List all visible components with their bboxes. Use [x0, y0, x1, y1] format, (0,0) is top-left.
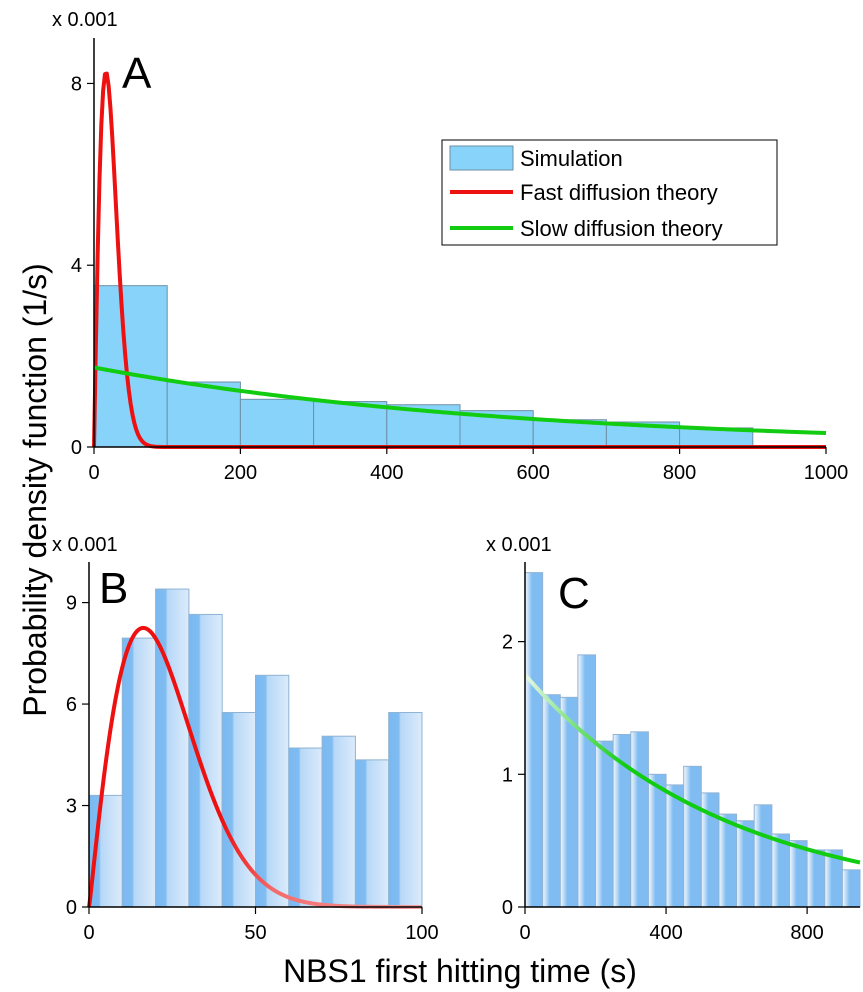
x-tick-label: 400	[649, 922, 682, 944]
slow-diffusion-curve	[93, 365, 827, 436]
histogram-bar	[524, 572, 544, 908]
panel-c-curves	[523, 673, 862, 865]
histogram-bar	[166, 381, 241, 448]
panel-a-bars	[93, 285, 754, 448]
x-axis-title: NBS1 first hitting time (s)	[283, 953, 637, 989]
histogram-bar	[736, 820, 755, 908]
y-tick-label: 6	[66, 694, 77, 716]
histogram-bar	[155, 588, 190, 908]
x-tick-label: 400	[370, 462, 403, 484]
y-tick-label: 0	[71, 437, 82, 459]
legend-label-simulation: Simulation	[520, 146, 623, 171]
legend-label-slow: Slow diffusion theory	[520, 216, 723, 241]
histogram-bar	[542, 694, 561, 908]
histogram-bar	[93, 285, 168, 448]
histogram-bar	[841, 869, 861, 908]
panel-b: x 0.001 B 0 50 100 0 3 6 9	[52, 534, 439, 944]
panel-b-letter: B	[99, 564, 128, 613]
panel-a-multiplier: x 0.001	[52, 9, 118, 31]
panel-c-multiplier: x 0.001	[486, 534, 552, 556]
histogram-bar	[647, 773, 667, 908]
panel-a-axes: 0 200 400 600 800 1000 0 4 8	[71, 38, 848, 484]
panel-a: x 0.001 A 0 200 400 600 800 1000 0 4 8 Simulatio…	[52, 9, 848, 484]
histogram-bar	[354, 759, 390, 908]
histogram-bar	[665, 784, 685, 908]
histogram-bar	[595, 740, 614, 908]
histogram-bar	[188, 613, 223, 908]
panel-b-axes: 0 50 100 0 3 6 9	[66, 562, 439, 944]
histogram-bar	[288, 747, 323, 908]
histogram-bar	[559, 696, 579, 908]
x-tick-label: 1000	[804, 462, 849, 484]
histogram-bar	[630, 731, 649, 908]
legend-label-fast: Fast diffusion theory	[520, 180, 718, 205]
histogram-bar	[121, 637, 157, 908]
y-tick-label: 8	[71, 73, 82, 95]
histogram-bar	[806, 849, 826, 908]
x-tick-label: 800	[663, 462, 696, 484]
panel-c-axes: 0 400 800 0 1 2	[502, 562, 860, 944]
panel-a-letter: A	[122, 49, 152, 98]
histogram-bar	[788, 840, 808, 908]
panel-b-multiplier: x 0.001	[52, 534, 118, 556]
legend-swatch-simulation	[449, 145, 514, 171]
histogram-bar	[255, 674, 290, 908]
histogram-bar	[321, 735, 356, 908]
histogram-bar	[388, 712, 423, 908]
y-tick-label: 9	[66, 593, 77, 615]
x-tick-label: 200	[224, 462, 257, 484]
y-tick-label: 1	[502, 764, 513, 786]
y-tick-label: 3	[66, 796, 77, 818]
x-tick-label: 0	[83, 922, 94, 944]
histogram-bar	[577, 654, 597, 908]
panel-c-letter: C	[558, 569, 590, 618]
panel-a-legend: Simulation Fast diffusion theory Slow di…	[441, 139, 778, 246]
histogram-bar	[718, 813, 738, 908]
y-tick-label: 0	[66, 897, 77, 919]
y-axis-title: Probability density function (1/s)	[17, 263, 53, 717]
y-tick-label: 0	[502, 897, 513, 919]
histogram-bar	[683, 765, 702, 908]
histogram-bar	[239, 398, 315, 448]
y-tick-label: 2	[502, 632, 513, 654]
panel-c-bars	[524, 572, 861, 908]
slow-diffusion-curve	[523, 673, 862, 865]
x-tick-label: 0	[519, 922, 530, 944]
histogram-bar	[753, 804, 773, 908]
x-tick-label: 50	[244, 922, 266, 944]
x-tick-label: 0	[88, 462, 99, 484]
panel-c: x 0.001 C 0 400 800 0 1 2	[486, 534, 862, 944]
histogram-bar	[313, 401, 388, 448]
x-tick-label: 100	[405, 922, 438, 944]
panel-b-bars	[88, 588, 423, 908]
histogram-bar	[221, 712, 256, 908]
y-tick-label: 4	[71, 255, 82, 277]
x-tick-label: 600	[517, 462, 550, 484]
x-tick-label: 800	[790, 922, 823, 944]
